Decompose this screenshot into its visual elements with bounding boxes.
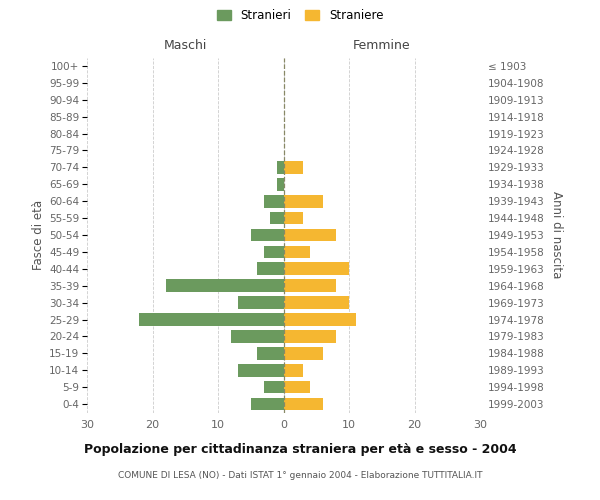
Text: Maschi: Maschi — [164, 40, 207, 52]
Bar — [264, 381, 284, 394]
Bar — [251, 398, 284, 410]
Bar — [284, 381, 310, 394]
Bar — [238, 296, 284, 309]
Bar — [284, 364, 303, 376]
Bar — [284, 161, 303, 173]
Bar — [284, 228, 336, 241]
Legend: Stranieri, Straniere: Stranieri, Straniere — [213, 6, 387, 26]
Bar — [277, 161, 284, 173]
Bar — [238, 364, 284, 376]
Bar — [271, 212, 284, 224]
Bar — [231, 330, 284, 343]
Bar — [284, 313, 356, 326]
Bar — [284, 246, 310, 258]
Bar — [284, 280, 336, 292]
Bar — [284, 330, 336, 343]
Text: Femmine: Femmine — [353, 40, 410, 52]
Bar — [139, 313, 284, 326]
Bar — [251, 228, 284, 241]
Text: Popolazione per cittadinanza straniera per età e sesso - 2004: Popolazione per cittadinanza straniera p… — [83, 442, 517, 456]
Bar — [257, 347, 284, 360]
Bar — [166, 280, 284, 292]
Text: COMUNE DI LESA (NO) - Dati ISTAT 1° gennaio 2004 - Elaborazione TUTTITALIA.IT: COMUNE DI LESA (NO) - Dati ISTAT 1° genn… — [118, 471, 482, 480]
Bar — [257, 262, 284, 275]
Y-axis label: Fasce di età: Fasce di età — [32, 200, 45, 270]
Bar — [284, 296, 349, 309]
Y-axis label: Anni di nascita: Anni di nascita — [550, 192, 563, 278]
Bar — [264, 195, 284, 207]
Bar — [284, 262, 349, 275]
Bar — [284, 347, 323, 360]
Bar — [284, 398, 323, 410]
Bar — [284, 212, 303, 224]
Bar — [277, 178, 284, 190]
Bar — [264, 246, 284, 258]
Bar — [284, 195, 323, 207]
